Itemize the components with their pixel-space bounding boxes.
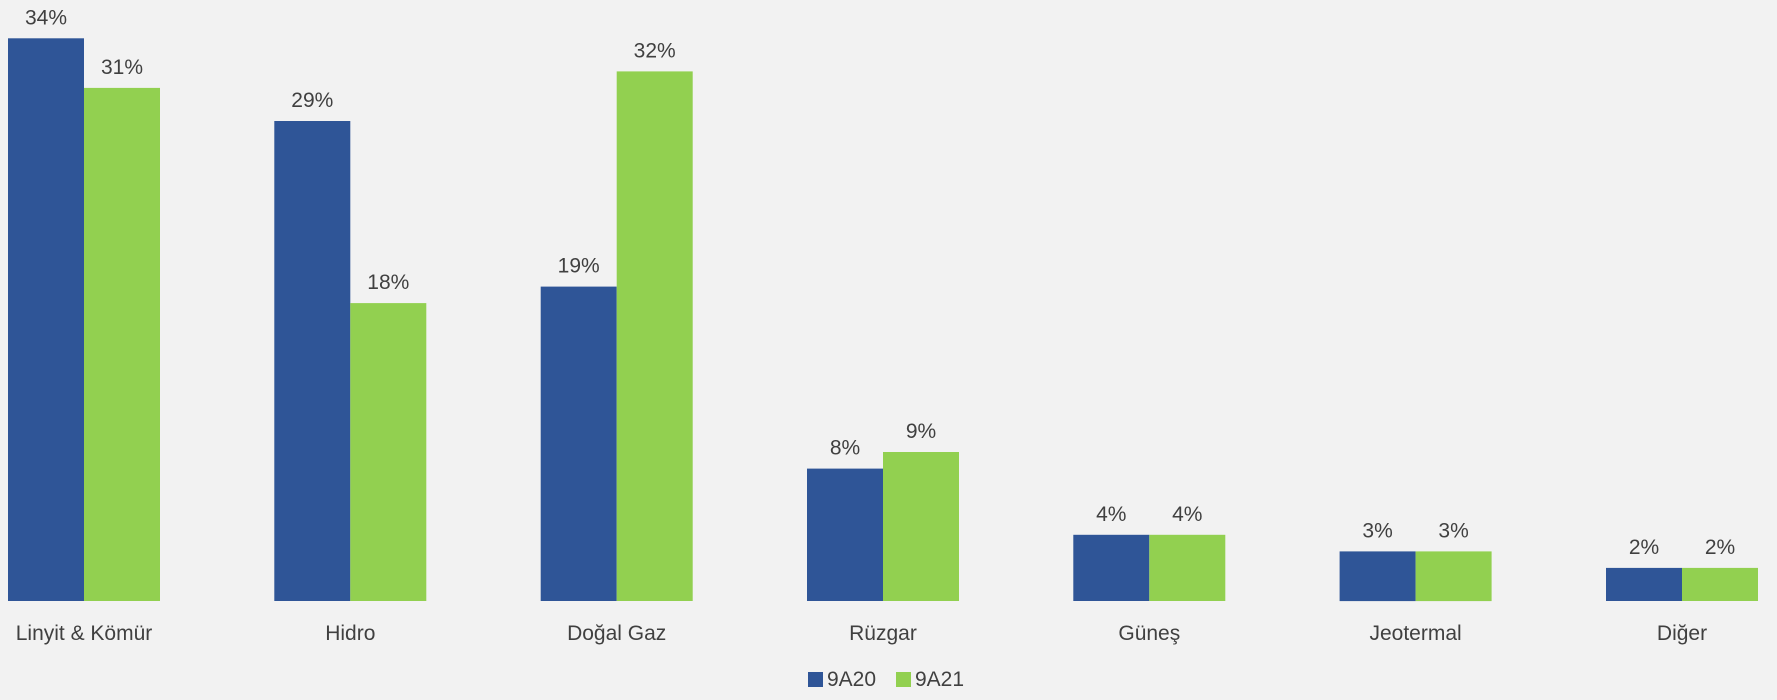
data-label-9a21-dogal-gaz: 32% xyxy=(634,39,676,62)
data-label-9a20-diger: 2% xyxy=(1629,536,1659,559)
x-tick-label-jeotermal: Jeotermal xyxy=(1369,622,1461,645)
data-labels-layer: 34% 31% 29% 18% 19% 32% 8% 9% 4% 4% 3% 3% 2% 2% xyxy=(25,6,1735,559)
bar-9a20-dogal-gaz xyxy=(540,286,617,601)
data-label-9a20-dogal-gaz: 19% xyxy=(558,255,600,278)
legend-swatch-9a20 xyxy=(808,672,823,687)
bar-9a21-gunes xyxy=(1149,534,1226,601)
data-label-9a20-linyit-komur: 34% xyxy=(25,6,67,29)
bar-9a20-jeotermal xyxy=(1339,551,1416,602)
bar-9a21-dogal-gaz xyxy=(616,71,693,601)
bar-9a20-hidro xyxy=(274,121,351,601)
legend-label-9a20: 9A20 xyxy=(827,668,876,691)
legend-label-9a21: 9A21 xyxy=(915,668,964,691)
data-label-9a21-ruzgar: 9% xyxy=(906,420,936,443)
x-axis-tick-labels: Linyit & Kömür Hidro Doğal Gaz Rüzgar Güneş J… xyxy=(16,622,1707,645)
data-label-9a21-gunes: 4% xyxy=(1172,503,1202,526)
bar-9a21-linyit-komur xyxy=(84,87,160,601)
data-label-9a20-ruzgar: 8% xyxy=(830,437,860,460)
legend-swatch-9a21 xyxy=(896,672,911,687)
legend: 9A20 9A21 xyxy=(808,668,964,691)
bar-9a20-ruzgar xyxy=(807,468,883,601)
data-label-9a20-jeotermal: 3% xyxy=(1362,519,1392,542)
data-label-9a20-hidro: 29% xyxy=(291,89,333,112)
data-label-9a21-linyit-komur: 31% xyxy=(101,56,143,79)
data-label-9a21-hidro: 18% xyxy=(367,271,409,294)
data-label-9a21-diger: 2% xyxy=(1705,536,1735,559)
x-tick-label-diger: Diğer xyxy=(1657,622,1707,645)
bar-9a21-hidro xyxy=(350,303,427,601)
x-tick-label-hidro: Hidro xyxy=(325,622,375,645)
bar-9a20-linyit-komur xyxy=(8,38,84,602)
bars-layer xyxy=(8,38,1758,602)
data-label-9a21-jeotermal: 3% xyxy=(1438,519,1468,542)
bar-9a20-diger xyxy=(1606,567,1682,601)
bar-9a20-gunes xyxy=(1073,534,1150,601)
bar-9a21-diger xyxy=(1682,567,1758,601)
bar-9a21-ruzgar xyxy=(883,452,959,601)
x-tick-label-gunes: Güneş xyxy=(1118,622,1180,645)
bar-9a21-jeotermal xyxy=(1415,551,1492,602)
x-tick-label-linyit-komur: Linyit & Kömür xyxy=(16,622,153,645)
x-tick-label-dogal-gaz: Doğal Gaz xyxy=(567,622,666,645)
data-label-9a20-gunes: 4% xyxy=(1096,503,1126,526)
x-tick-label-ruzgar: Rüzgar xyxy=(849,622,917,645)
